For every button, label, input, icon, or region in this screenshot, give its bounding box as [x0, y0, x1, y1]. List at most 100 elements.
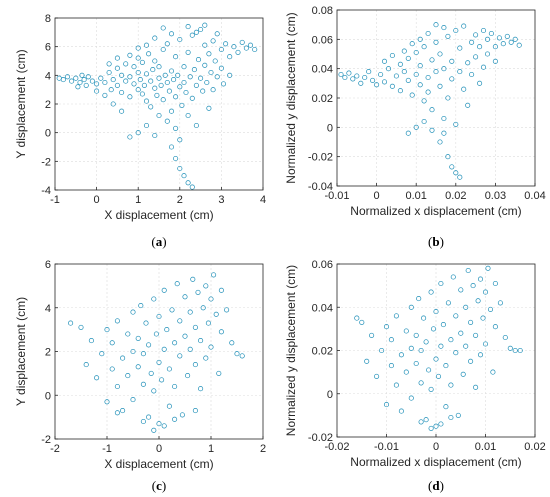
data-point [161, 287, 167, 293]
data-point [362, 74, 368, 81]
data-point [135, 69, 141, 76]
data-point [195, 289, 201, 295]
data-point [458, 287, 464, 293]
data-point [148, 78, 154, 84]
y-tick-label: -4 [41, 185, 51, 197]
data-point [73, 75, 79, 81]
data-point [433, 356, 439, 362]
data-point [477, 80, 483, 86]
data-point [492, 324, 498, 330]
data-point [119, 89, 125, 96]
data-point [135, 130, 141, 136]
data-point [435, 373, 442, 379]
data-point [161, 423, 167, 429]
data-point [135, 45, 141, 51]
data-point [94, 81, 100, 87]
data-point [417, 82, 423, 88]
data-point [172, 416, 178, 422]
data-point [433, 309, 439, 315]
data-point [191, 67, 197, 73]
data-point [189, 95, 195, 101]
data-point [417, 36, 423, 42]
data-point [164, 327, 170, 333]
data-point [160, 25, 166, 31]
data-point [496, 35, 502, 41]
data-point [383, 402, 390, 408]
data-point [517, 347, 523, 354]
data-point [83, 82, 89, 88]
data-point [204, 79, 210, 86]
data-point [437, 139, 443, 145]
data-point [433, 22, 439, 28]
data-point [171, 77, 177, 83]
data-point [143, 98, 150, 104]
data-point [185, 373, 191, 379]
data-point [428, 289, 434, 295]
y-tick-label: 0.08 [312, 5, 333, 17]
data-point [135, 87, 141, 93]
data-point [413, 332, 419, 338]
data-point [156, 313, 162, 320]
y-axis-label: Normalized y displacement (cm) [284, 12, 298, 183]
data-point [152, 35, 158, 41]
data-point [453, 350, 459, 356]
y-tick-label: -2 [41, 434, 51, 446]
data-point [169, 307, 175, 313]
data-point [179, 412, 185, 418]
data-point [490, 369, 496, 375]
data-point [405, 55, 411, 61]
data-point [187, 74, 193, 80]
data-point [417, 63, 423, 69]
data-point [159, 377, 165, 383]
data-point [130, 397, 136, 403]
data-point [247, 42, 254, 48]
data-point [441, 66, 447, 72]
data-point [203, 283, 209, 289]
data-point [68, 320, 74, 326]
data-point [77, 79, 83, 86]
data-point [389, 83, 395, 89]
data-point [413, 124, 419, 130]
data-point [393, 313, 399, 319]
data-point [381, 79, 388, 85]
data-point [433, 69, 439, 75]
data-point [445, 95, 451, 101]
data-point [152, 58, 158, 64]
data-point [413, 49, 419, 56]
data-point [448, 414, 454, 421]
data-point [125, 331, 131, 337]
data-point [397, 88, 403, 94]
data-point [428, 425, 434, 431]
data-point [463, 343, 469, 349]
data-point [119, 72, 125, 78]
data-point [202, 22, 208, 28]
data-point [172, 383, 178, 390]
data-point [214, 31, 220, 37]
data-point [393, 382, 399, 388]
data-point [146, 414, 152, 420]
data-point [455, 412, 461, 418]
data-point [445, 300, 451, 306]
data-point [342, 74, 348, 81]
data-point [130, 348, 136, 355]
data-point [453, 313, 459, 319]
data-point [364, 358, 370, 364]
data-point [492, 280, 498, 287]
data-point [152, 132, 158, 139]
data-point [403, 369, 409, 375]
data-point [151, 296, 157, 302]
x-tick-label: 0.03 [485, 190, 506, 202]
data-point [208, 344, 214, 350]
data-point [182, 333, 188, 339]
data-point [408, 395, 414, 401]
x-tick-label: -0.01 [374, 441, 399, 453]
data-point [140, 351, 146, 357]
data-point [114, 318, 120, 324]
y-axis-label: Y displacement (cm) [14, 297, 28, 406]
x-tick-label: 0.02 [524, 441, 545, 453]
data-point [162, 72, 168, 78]
data-point [350, 76, 356, 82]
data-point [198, 386, 204, 392]
data-point [484, 51, 491, 57]
data-point [440, 322, 446, 328]
